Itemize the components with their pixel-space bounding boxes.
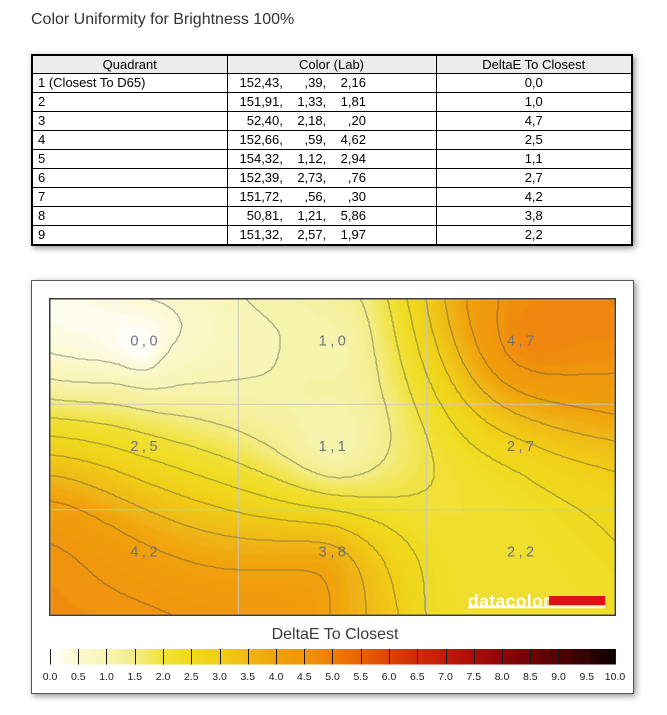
svg-text:7.5: 7.5: [466, 671, 481, 683]
svg-text:10.0: 10.0: [605, 671, 626, 683]
svg-text:1,0: 1,0: [319, 334, 350, 350]
svg-text:4.0: 4.0: [269, 671, 284, 683]
svg-text:2.0: 2.0: [156, 671, 171, 683]
svg-text:8.0: 8.0: [495, 671, 510, 683]
svg-text:5.0: 5.0: [325, 671, 340, 683]
svg-text:2.5: 2.5: [184, 671, 199, 683]
svg-text:1.5: 1.5: [127, 671, 142, 683]
svg-text:9.5: 9.5: [579, 671, 594, 683]
svg-text:0.5: 0.5: [71, 671, 86, 683]
svg-text:1.0: 1.0: [99, 671, 114, 683]
svg-text:3.0: 3.0: [212, 671, 227, 683]
svg-text:8.5: 8.5: [523, 671, 538, 683]
svg-text:1,1: 1,1: [319, 439, 350, 455]
svg-text:2,5: 2,5: [130, 439, 161, 455]
svg-text:5.5: 5.5: [353, 671, 368, 683]
svg-text:0,0: 0,0: [130, 334, 161, 350]
svg-text:7.0: 7.0: [438, 671, 453, 683]
svg-text:2,7: 2,7: [507, 439, 538, 455]
svg-text:3,8: 3,8: [319, 544, 350, 560]
svg-text:9.0: 9.0: [551, 671, 566, 683]
svg-text:4.5: 4.5: [297, 671, 312, 683]
svg-text:2,2: 2,2: [507, 544, 538, 560]
svg-text:0.0: 0.0: [43, 671, 58, 683]
svg-text:3.5: 3.5: [240, 671, 255, 683]
svg-text:6.5: 6.5: [410, 671, 425, 683]
svg-text:6.0: 6.0: [382, 671, 397, 683]
svg-text:datacolor: datacolor: [468, 591, 550, 611]
svg-text:4,7: 4,7: [507, 334, 538, 350]
svg-text:4,2: 4,2: [130, 544, 161, 560]
